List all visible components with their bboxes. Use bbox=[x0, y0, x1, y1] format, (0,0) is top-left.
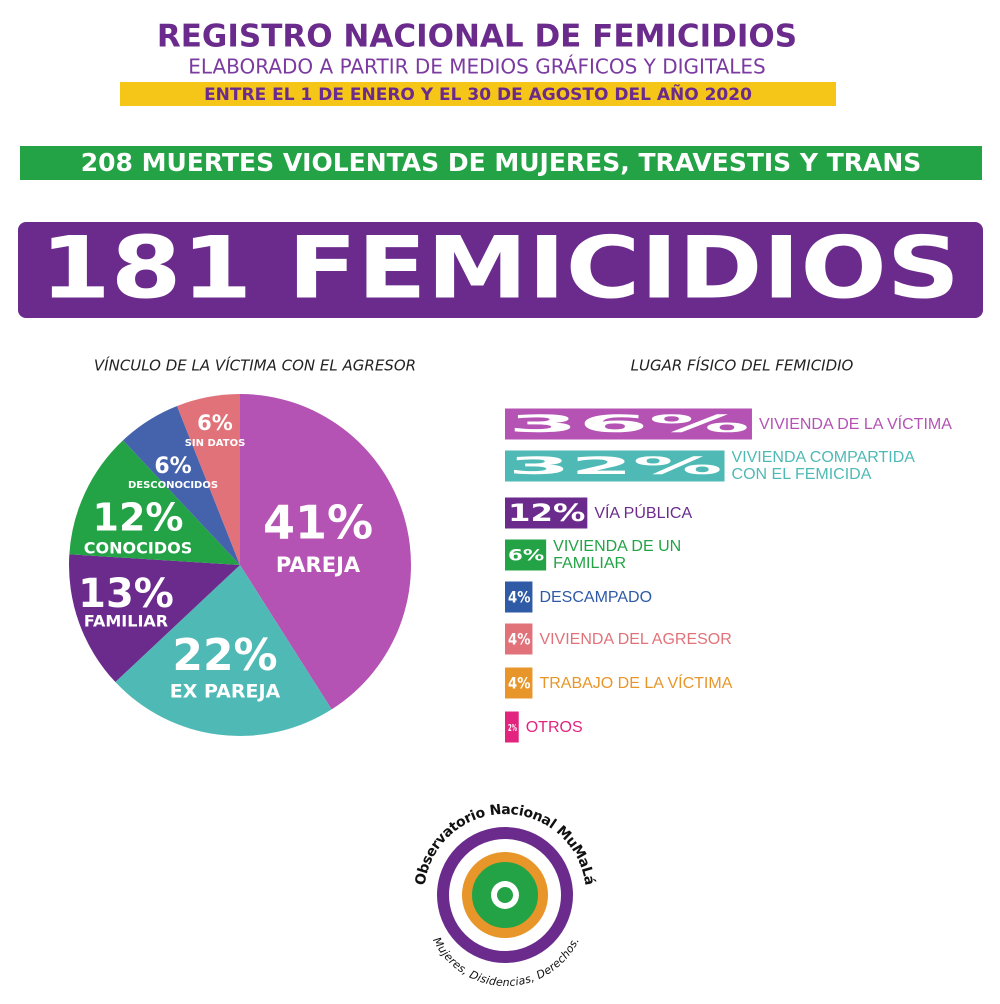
bar-category-label: VIVIENDA COMPARTIDA CON EL FEMICIDA bbox=[731, 449, 915, 483]
logo-dot bbox=[497, 887, 513, 903]
pie-value-label: 13% bbox=[78, 571, 174, 617]
bar-label-box: VIVIENDA DEL AGRESOR bbox=[539, 630, 732, 648]
bar-category-label: VIVIENDA DEL AGRESOR bbox=[539, 630, 732, 648]
pie-category-label: DESCONOCIDOS bbox=[128, 480, 218, 491]
pie-value-label: 6% bbox=[197, 411, 233, 435]
pie-slice bbox=[69, 554, 240, 683]
bar-value-label: 32% bbox=[508, 452, 723, 480]
bar bbox=[505, 497, 588, 529]
bar-label-box: VÍA PÚBLICA bbox=[594, 504, 693, 522]
bar-value-label: 6% bbox=[508, 546, 544, 565]
pie-value-label: 6% bbox=[154, 454, 191, 479]
pie-value-label: 12% bbox=[93, 496, 184, 540]
pie-value-label: 22% bbox=[172, 630, 277, 681]
bar bbox=[505, 711, 519, 743]
pie-slice bbox=[122, 406, 240, 565]
bar-label-box: VIVIENDA COMPARTIDA CON EL FEMICIDA bbox=[731, 449, 915, 483]
bar bbox=[505, 667, 533, 699]
bar-label-box: OTROS bbox=[525, 718, 583, 736]
pie-slice bbox=[69, 440, 240, 565]
title: REGISTRO NACIONAL DE FEMICIDIOS bbox=[157, 19, 797, 55]
bar-value-label: 4% bbox=[508, 630, 530, 649]
bar-value-label: 4% bbox=[508, 588, 530, 607]
bar-category-label: VIVIENDA DE UN FAMILIAR bbox=[553, 538, 682, 572]
femicides: 181 FEMICIDIOS bbox=[40, 218, 960, 318]
logo-ring bbox=[437, 827, 573, 963]
pie-slice bbox=[240, 394, 411, 710]
bar-category-label: DESCAMPADO bbox=[539, 588, 653, 606]
bar bbox=[505, 450, 725, 482]
bar-category-label: VIVIENDA DE LA VÍCTIMA bbox=[758, 415, 952, 433]
pie-title: VÍNCULO DE LA VÍCTIMA CON EL AGRESOR bbox=[94, 356, 416, 375]
pie-value-label: 41% bbox=[263, 496, 373, 550]
logo: Observatorio Nacional MuMaLá Mujeres, Di… bbox=[413, 802, 598, 989]
pie-category-label: EX PAREJA bbox=[170, 681, 281, 703]
pie-slice bbox=[177, 394, 240, 565]
bar-category-label: VÍA PÚBLICA bbox=[594, 504, 693, 522]
bar-category-label: OTROS bbox=[525, 718, 583, 736]
bar-value-label: 2% bbox=[508, 723, 517, 734]
bar bbox=[505, 408, 752, 440]
bar bbox=[505, 539, 547, 571]
bar-label-box: VIVIENDA DE UN FAMILIAR bbox=[553, 538, 682, 572]
pie-slice bbox=[115, 565, 332, 736]
period: ENTRE EL 1 DE ENERO Y EL 30 DE AGOSTO DE… bbox=[204, 82, 752, 105]
bar-value-label: 4% bbox=[508, 674, 530, 693]
bar bbox=[505, 581, 533, 613]
deaths: 208 MUERTES VIOLENTAS DE MUJERES, TRAVES… bbox=[81, 148, 922, 177]
pie-category-label: PAREJA bbox=[276, 553, 361, 577]
bar-value-label: 36% bbox=[508, 410, 750, 438]
deaths-band bbox=[20, 146, 982, 180]
bar bbox=[505, 623, 533, 655]
subtitle: ELABORADO A PARTIR DE MEDIOS GRÁFICOS Y … bbox=[188, 55, 766, 79]
bar-value-label: 12% bbox=[508, 499, 585, 527]
pie-category-label: SIN DATOS bbox=[185, 438, 246, 449]
pie-category-label: CONOCIDOS bbox=[84, 539, 192, 558]
period-band bbox=[120, 82, 836, 106]
bar-label-box: DESCAMPADO bbox=[539, 588, 653, 606]
bar-category-label: TRABAJO DE LA VÍCTIMA bbox=[539, 674, 733, 692]
femicides-band bbox=[18, 222, 983, 318]
pie-category-label: FAMILIAR bbox=[84, 612, 168, 631]
bar-label-box: TRABAJO DE LA VÍCTIMA bbox=[539, 674, 733, 692]
bar-label-box: VIVIENDA DE LA VÍCTIMA bbox=[758, 415, 952, 433]
bar-title: LUGAR FÍSICO DEL FEMICIDIO bbox=[631, 356, 854, 375]
